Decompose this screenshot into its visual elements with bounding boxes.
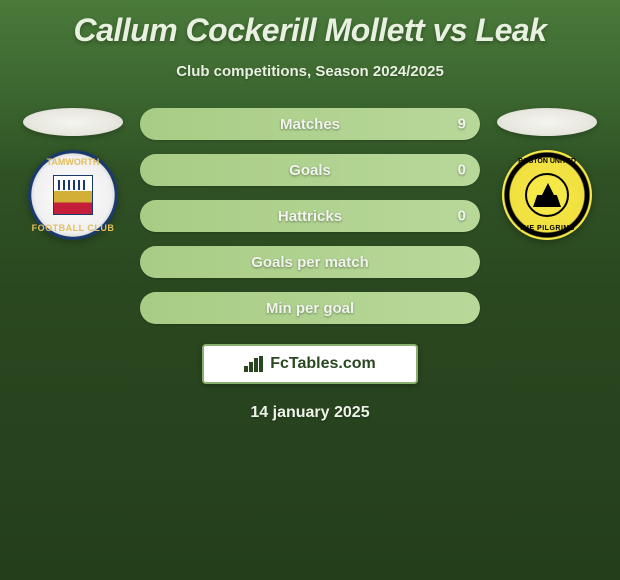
right-player-avatar-placeholder [497, 108, 597, 136]
bar-chart-icon [244, 356, 264, 372]
stat-label: Goals per match [251, 254, 369, 271]
right-club-name-bottom: THE PILGRIMS [519, 225, 575, 232]
right-club-badge: BOSTON UNITED THE PILGRIMS [502, 150, 592, 240]
right-player-column: BOSTON UNITED THE PILGRIMS [496, 108, 598, 240]
subtitle: Club competitions, Season 2024/2025 [0, 63, 620, 80]
stat-label: Hattricks [278, 208, 342, 225]
stats-list: Matches 9 Goals 0 Hattricks 0 Goals per match M… [140, 108, 480, 324]
comparison-panel: TAMWORTH FOOTBALL CLUB Matches9Goals0Hat… [0, 108, 620, 324]
stat-row: Goals per match [140, 246, 480, 278]
left-player-column: TAMWORTH FOOTBALL CLUB [22, 108, 124, 240]
left-player-avatar-placeholder [23, 108, 123, 136]
stat-label: Goals [289, 162, 331, 179]
stat-value-right: 0 [458, 162, 466, 179]
stat-value-right: 9 [458, 116, 466, 133]
stat-label: Matches [280, 116, 340, 133]
stat-row: Hattricks 0 [140, 200, 480, 232]
left-club-name-top: TAMWORTH [47, 157, 100, 167]
stat-label: Min per goal [266, 300, 354, 317]
date-label: 14 january 2025 [0, 404, 620, 422]
left-club-badge: TAMWORTH FOOTBALL CLUB [28, 150, 118, 240]
stat-row: Goals 0 [140, 154, 480, 186]
stat-row: Min per goal [140, 292, 480, 324]
left-club-shield-icon [53, 175, 93, 215]
brand-badge[interactable]: FcTables.com [202, 344, 418, 384]
stat-value-right: 0 [458, 208, 466, 225]
right-club-ship-icon [525, 173, 569, 217]
page-title: Callum Cockerill Mollett vs Leak [0, 0, 620, 49]
brand-text: FcTables.com [270, 355, 376, 373]
left-club-name-bottom: FOOTBALL CLUB [32, 223, 115, 233]
stat-row: Matches 9 [140, 108, 480, 140]
right-club-name-top: BOSTON UNITED [518, 158, 576, 165]
